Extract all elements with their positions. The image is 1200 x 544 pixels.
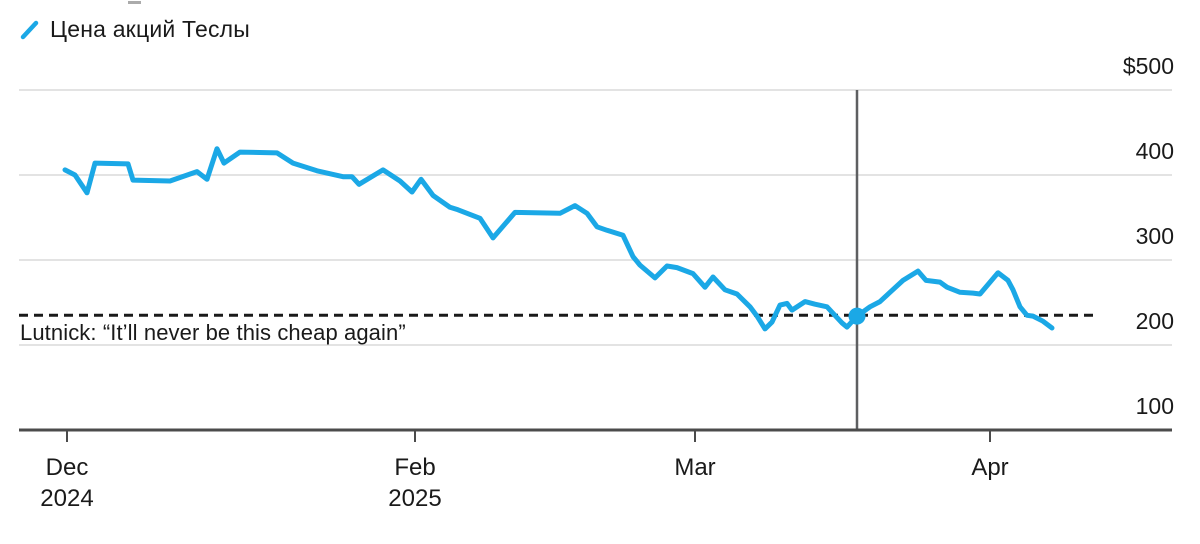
y-axis-label: 400 <box>1135 138 1174 164</box>
x-axis-label-month: Apr <box>971 454 1009 481</box>
x-axis-label: Dec 2024 <box>0 452 137 514</box>
y-axis-label: 200 <box>1135 308 1174 334</box>
line-series-icon <box>20 20 39 39</box>
x-axis-label-year: 2024 <box>40 485 94 512</box>
x-axis-label-month: Feb <box>394 454 436 481</box>
x-axis-label-month: Mar <box>674 454 716 481</box>
x-axis-label-month: Dec <box>45 454 89 481</box>
legend-label: Цена акций Теслы <box>50 16 251 42</box>
annotation-label: Lutnick: “It’ll never be this cheap agai… <box>20 320 406 345</box>
x-axis-label-year: 2025 <box>388 485 442 512</box>
y-axis-label: $500 <box>1122 53 1174 79</box>
event-marker-dot <box>848 307 866 325</box>
x-axis-label: Apr <box>920 452 1060 483</box>
x-axis-label: Feb 2025 <box>345 452 485 514</box>
price-line <box>62 146 1055 332</box>
y-axis-label: 100 <box>1135 393 1174 419</box>
legend: Цена акций Теслы <box>20 16 250 43</box>
y-axis-label: 300 <box>1135 223 1174 249</box>
screenshot-crop-artifact <box>128 1 141 4</box>
x-axis-label: Mar <box>625 452 765 483</box>
